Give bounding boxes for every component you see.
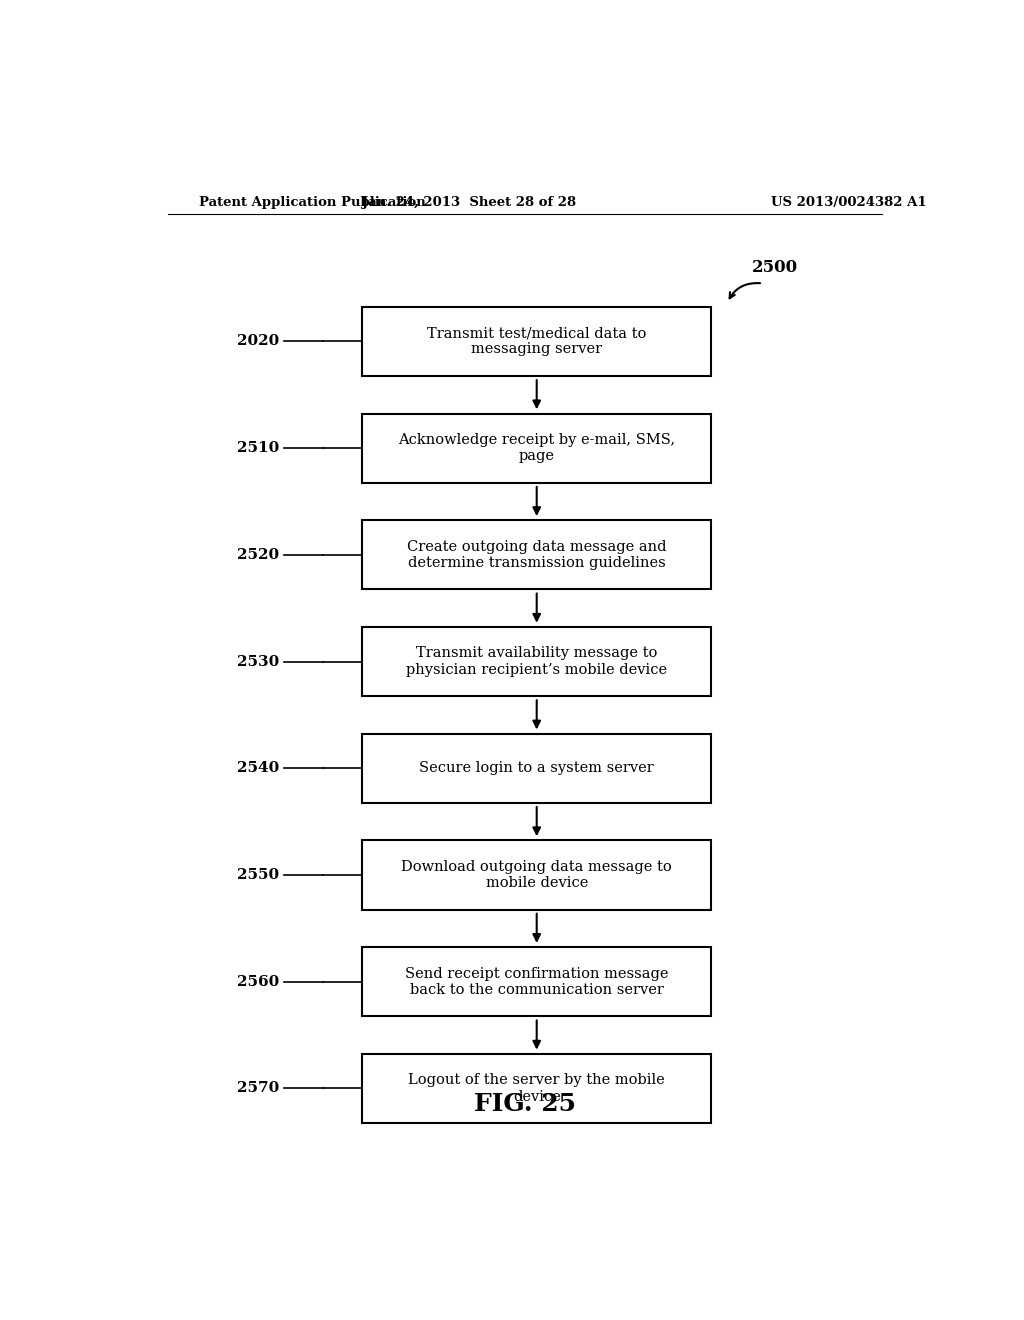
Text: FIG. 25: FIG. 25 xyxy=(474,1092,575,1115)
Bar xyxy=(362,1053,712,1123)
Text: Download outgoing data message to
mobile device: Download outgoing data message to mobile… xyxy=(401,859,672,890)
Text: Create outgoing data message and
determine transmission guidelines: Create outgoing data message and determi… xyxy=(407,540,667,570)
Text: 2570: 2570 xyxy=(237,1081,279,1096)
Text: 2540: 2540 xyxy=(237,762,279,775)
Text: 2550: 2550 xyxy=(237,869,279,882)
Bar xyxy=(362,627,712,696)
Bar xyxy=(362,520,712,589)
Text: Jan. 24, 2013  Sheet 28 of 28: Jan. 24, 2013 Sheet 28 of 28 xyxy=(362,195,577,209)
Bar xyxy=(362,948,712,1016)
Text: Transmit availability message to
physician recipient’s mobile device: Transmit availability message to physici… xyxy=(407,647,668,677)
Text: Acknowledge receipt by e-mail, SMS,
page: Acknowledge receipt by e-mail, SMS, page xyxy=(398,433,675,463)
Text: Logout of the server by the mobile
device: Logout of the server by the mobile devic… xyxy=(409,1073,665,1104)
Text: 2510: 2510 xyxy=(237,441,279,455)
Text: 2020: 2020 xyxy=(237,334,279,348)
Bar xyxy=(362,841,712,909)
Text: 2500: 2500 xyxy=(752,259,798,276)
Text: 2530: 2530 xyxy=(237,655,279,668)
Bar xyxy=(362,306,712,376)
Bar xyxy=(362,734,712,803)
Text: US 2013/0024382 A1: US 2013/0024382 A1 xyxy=(771,195,927,209)
Text: Patent Application Publication: Patent Application Publication xyxy=(200,195,426,209)
Text: Transmit test/medical data to
messaging server: Transmit test/medical data to messaging … xyxy=(427,326,646,356)
Bar xyxy=(362,413,712,483)
Text: 2560: 2560 xyxy=(237,974,279,989)
Text: Secure login to a system server: Secure login to a system server xyxy=(420,762,654,775)
Text: 2520: 2520 xyxy=(237,548,279,562)
Text: Send receipt confirmation message
back to the communication server: Send receipt confirmation message back t… xyxy=(404,966,669,997)
